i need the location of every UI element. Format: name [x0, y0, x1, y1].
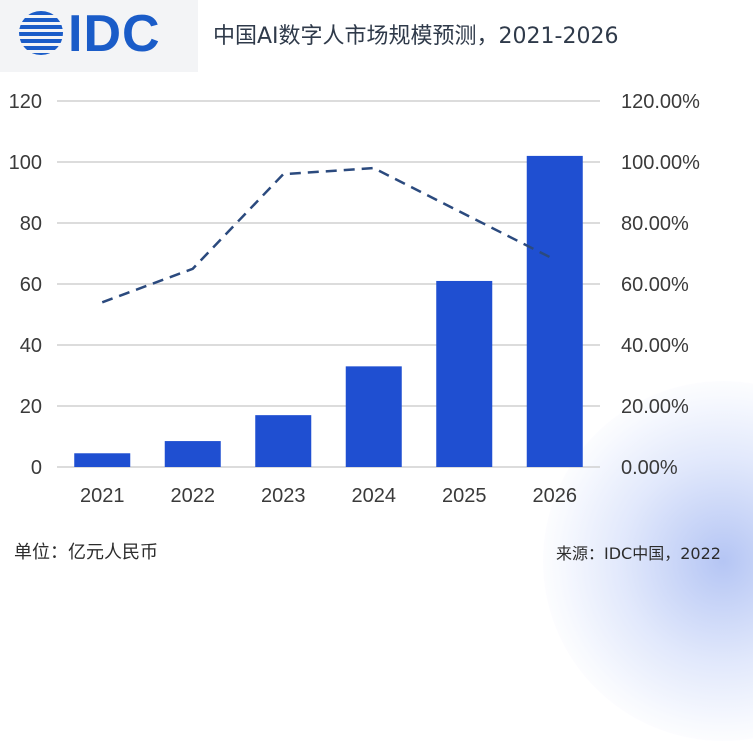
bar-2025 [436, 281, 492, 467]
bars [74, 156, 583, 467]
source-label: 来源：IDC中国，2022 [556, 540, 721, 564]
y-axis-right: 0.00% 20.00% 40.00% 60.00% 80.00% 100.00% 120.… [621, 91, 700, 479]
y2-tick-label: 60.00% [621, 274, 689, 296]
grid [57, 101, 600, 467]
y-tick-label: 80 [20, 213, 42, 235]
y-axis-left: 0 20 40 60 80 100 120 [9, 91, 42, 479]
unit-label: 单位：亿元人民币 [14, 538, 158, 564]
x-tick-label: 2026 [533, 485, 578, 507]
y-tick-label: 60 [20, 274, 42, 296]
y-tick-label: 120 [9, 91, 42, 113]
y-tick-label: 20 [20, 396, 42, 418]
x-tick-label: 2025 [442, 485, 487, 507]
bar-2021 [74, 453, 130, 467]
y-tick-label: 100 [9, 152, 42, 174]
y2-tick-label: 40.00% [621, 335, 689, 357]
x-tick-label: 2023 [261, 485, 306, 507]
x-tick-label: 2024 [352, 485, 397, 507]
y2-tick-label: 20.00% [621, 396, 689, 418]
y2-tick-label: 0.00% [621, 457, 678, 479]
bar-2024 [346, 366, 402, 467]
chart: 0 20 40 60 80 100 120 0.00% 20.00% 40.00% 60.00% 8… [0, 0, 753, 571]
y-tick-label: 40 [20, 335, 42, 357]
bar-2022 [165, 441, 221, 467]
x-axis: 2021 2022 2023 2024 2025 2026 [80, 485, 577, 507]
bar-2026 [527, 156, 583, 467]
y2-tick-label: 120.00% [621, 91, 700, 113]
y-tick-label: 0 [31, 457, 42, 479]
bar-2023 [255, 415, 311, 467]
y2-tick-label: 100.00% [621, 152, 700, 174]
x-tick-label: 2021 [80, 485, 125, 507]
y2-tick-label: 80.00% [621, 213, 689, 235]
x-tick-label: 2022 [171, 485, 216, 507]
